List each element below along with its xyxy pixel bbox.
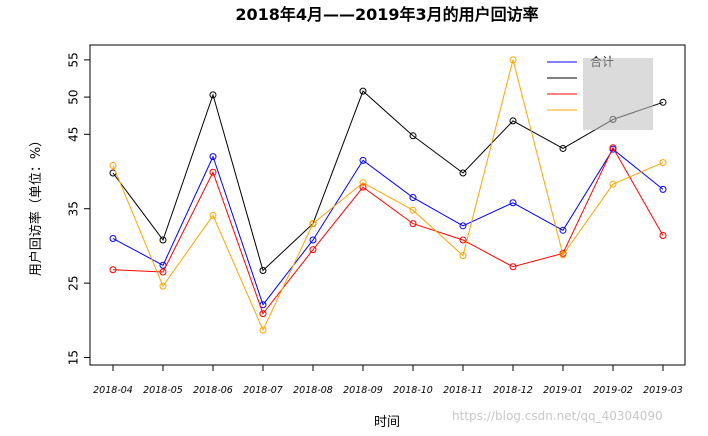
data-point	[509, 199, 517, 207]
data-point	[359, 179, 367, 187]
y-tick-label: 25	[67, 275, 81, 290]
series-line-0	[112, 148, 664, 306]
data-point	[309, 220, 317, 228]
y-axis-label: 用户回访率（单位：%）	[28, 134, 44, 276]
data-point	[609, 144, 617, 152]
data-point	[109, 234, 117, 242]
data-point	[459, 236, 467, 244]
series-line-3	[112, 59, 664, 332]
data-point	[359, 183, 367, 191]
data-point	[509, 263, 517, 271]
data-point	[109, 266, 117, 274]
data-point	[209, 211, 217, 219]
legend: 合计	[547, 54, 653, 130]
data-point	[509, 56, 517, 64]
x-tick-label: 2018-06	[193, 385, 233, 396]
x-tick-label: 2018-04	[93, 385, 133, 396]
x-tick-label: 2018-12	[493, 385, 533, 396]
data-point	[309, 246, 317, 254]
data-point	[459, 169, 467, 177]
data-point	[409, 132, 417, 140]
data-point	[559, 251, 567, 259]
data-point	[659, 232, 667, 240]
chart-title: 2018年4月——2019年3月的用户回访率	[235, 5, 538, 24]
series-line-1	[112, 90, 664, 272]
y-tick-label: 50	[67, 89, 81, 104]
data-point	[559, 144, 567, 152]
x-tick-label: 2019-01	[543, 385, 583, 396]
x-tick-label: 2018-11	[443, 385, 483, 396]
data-point	[459, 252, 467, 260]
data-point	[659, 185, 667, 193]
y-axis: 15 25 35 45 50 55	[67, 52, 91, 365]
data-point	[159, 236, 167, 244]
x-tick-label: 2018-10	[393, 385, 433, 396]
data-point	[609, 180, 617, 188]
y-tick-label: 15	[67, 350, 81, 365]
series-line-2	[112, 146, 664, 315]
data-point	[659, 159, 667, 167]
x-tick-label: 2019-02	[593, 385, 633, 396]
data-point	[659, 98, 667, 106]
data-point	[409, 220, 417, 228]
y-tick-label: 35	[67, 201, 81, 216]
data-point	[509, 117, 517, 125]
data-point	[159, 282, 167, 290]
data-point	[259, 310, 267, 318]
data-point	[359, 87, 367, 95]
data-point	[209, 168, 217, 176]
data-point	[409, 206, 417, 214]
series-layer	[109, 56, 667, 334]
data-point	[259, 266, 267, 274]
data-point	[209, 153, 217, 161]
data-point	[209, 91, 217, 99]
x-tick-label: 2018-05	[143, 385, 183, 396]
data-point	[459, 222, 467, 230]
x-tick-label: 2018-09	[343, 385, 383, 396]
x-tick-label: 2018-08	[293, 385, 333, 396]
data-point	[159, 268, 167, 276]
data-point	[359, 156, 367, 164]
data-point	[309, 236, 317, 244]
data-point	[109, 162, 117, 170]
x-axis: 2018-04 2018-05 2018-06 2018-07 2018-08 2018-…	[93, 364, 683, 396]
y-tick-label: 45	[67, 127, 81, 142]
y-tick-label: 55	[67, 52, 81, 67]
x-tick-label: 2019-03	[643, 385, 683, 396]
watermark: https://blog.csdn.net/qq_40304090	[452, 409, 663, 423]
x-tick-label: 2018-07	[243, 385, 283, 396]
data-point	[259, 326, 267, 334]
x-axis-label: 时间	[374, 415, 400, 430]
legend-obscured-region	[583, 58, 653, 130]
data-point	[409, 194, 417, 202]
data-point	[559, 226, 567, 234]
